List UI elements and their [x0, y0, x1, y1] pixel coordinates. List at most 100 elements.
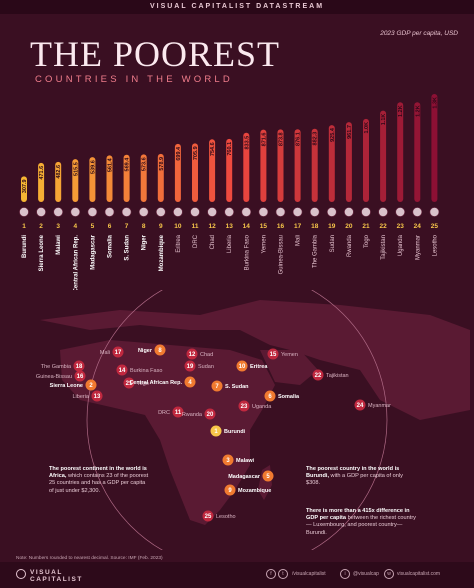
value-label: 1.3K: [432, 97, 438, 109]
rank-label: 4: [73, 223, 77, 230]
map-country-label: Somalia: [278, 394, 300, 400]
bar: [260, 129, 267, 202]
rank-label: 24: [414, 223, 422, 230]
country-label: Sudan: [330, 235, 336, 252]
footnote: Note: Numbers rounded to nearest decimal…: [16, 556, 163, 561]
rank-label: 5: [91, 223, 95, 230]
value-label: 871.6: [261, 133, 267, 147]
handle-visualcapitalist[interactable]: /visualcapitalist: [292, 571, 326, 577]
bar: [380, 110, 387, 202]
map-country-label: Eritrea: [250, 364, 268, 370]
country-label: Uganda: [398, 234, 404, 256]
flag-icon: [190, 207, 200, 217]
map-marker: [222, 454, 234, 466]
twitter-icon[interactable]: t: [278, 569, 288, 579]
bar: [226, 138, 233, 202]
note-africa-bold: The poorest continent in the world is Af…: [49, 466, 147, 480]
value-label: 1.2K: [398, 105, 404, 117]
bar: [72, 159, 79, 202]
web-icon[interactable]: w: [384, 569, 394, 579]
map-country-label: Malawi: [236, 458, 255, 464]
bar: [209, 139, 216, 202]
map-marker: [267, 348, 279, 360]
facebook-icon[interactable]: f: [266, 569, 276, 579]
map-marker-rank: 10: [239, 364, 246, 370]
handle-website[interactable]: visualcapitalist.com: [397, 571, 441, 577]
page-title: THE POOREST: [30, 34, 281, 74]
rank-label: 10: [174, 223, 182, 230]
map-marker-rank: 20: [207, 412, 214, 418]
flag-icon: [275, 207, 286, 217]
rank-label: 3: [56, 223, 60, 230]
country-label: Central African Rep.: [73, 235, 79, 292]
map-marker: [211, 380, 223, 392]
page-subtitle: COUNTRIES IN THE WORLD: [35, 74, 233, 85]
flag-icon: [241, 207, 252, 217]
map-country-label: Tajikistan: [326, 373, 349, 379]
flag-icon: [326, 207, 337, 217]
map-country-label: Sudan: [198, 364, 214, 370]
country-label: Sierra Leone: [39, 234, 45, 271]
bar: [277, 129, 284, 202]
flag-icon: [19, 207, 29, 217]
bar: [311, 128, 318, 202]
country-label: Togo: [364, 234, 370, 248]
value-label: 1.0K: [364, 122, 370, 134]
country-label: Mali: [296, 235, 302, 246]
flag-icon: [138, 207, 149, 217]
map-marker: [264, 390, 276, 402]
footer: [0, 562, 474, 588]
rank-label: 15: [260, 223, 268, 230]
country-label: Tajikistan: [381, 235, 387, 260]
map-country-label: Lesotho: [216, 514, 236, 520]
map-marker: [210, 425, 222, 437]
map-marker-rank: 19: [187, 364, 194, 370]
map-marker: [154, 344, 166, 356]
map-marker: [238, 400, 250, 412]
value-label: 754.6: [210, 142, 216, 156]
country-label: Burundi: [22, 235, 28, 258]
map-marker: [74, 370, 86, 382]
value-label: 876.1: [296, 132, 302, 146]
flag-icon: [378, 207, 388, 217]
map-country-label: Burkina Faso: [130, 368, 162, 374]
country-label: Madagascar: [90, 234, 96, 269]
map-marker-rank: 15: [270, 352, 277, 358]
bar: [431, 94, 438, 202]
flag-icon: [224, 207, 234, 217]
value-label: 961.7: [347, 125, 353, 139]
map-country-label: Central African Rep.: [129, 380, 182, 386]
bar: [174, 143, 181, 202]
flag-icon: [156, 207, 166, 217]
map-country-label: Togo: [137, 381, 149, 387]
map-marker: [116, 364, 128, 376]
flag-icon: [344, 207, 354, 217]
map-country-label: Mali: [100, 350, 110, 356]
flag-icon: [292, 207, 303, 217]
bar: [192, 143, 198, 202]
map-marker-rank: 21: [126, 381, 133, 387]
map-country-label: Burundi: [224, 429, 246, 435]
flag-icon: [173, 207, 183, 217]
map-marker-rank: 4: [188, 380, 192, 386]
map-marker-rank: 23: [241, 404, 248, 410]
instagram-icon[interactable]: i: [340, 569, 350, 579]
bar: [38, 162, 45, 202]
country-label: Somalia: [108, 234, 114, 258]
map-country-label: Mozambique: [238, 488, 271, 494]
rank-label: 1: [22, 223, 26, 230]
brand-logo-icon: [16, 569, 26, 579]
bar: [243, 132, 250, 202]
note-burundi-bold: The poorest country in the world is Buru…: [306, 466, 400, 480]
rank-label: 2: [39, 223, 43, 230]
handle-visualcap[interactable]: @visualcap: [353, 571, 379, 577]
map-marker-rank: 6: [268, 394, 272, 400]
map-marker-rank: 17: [115, 350, 122, 356]
value-label: 925.4: [330, 127, 336, 142]
map-country-label: Uganda: [252, 404, 272, 410]
value-label: 471.6: [39, 166, 45, 180]
flag-icon: [309, 207, 320, 217]
map-circle: [86, 290, 388, 550]
flag-icon: [70, 207, 81, 217]
rank-label: 16: [277, 223, 285, 230]
